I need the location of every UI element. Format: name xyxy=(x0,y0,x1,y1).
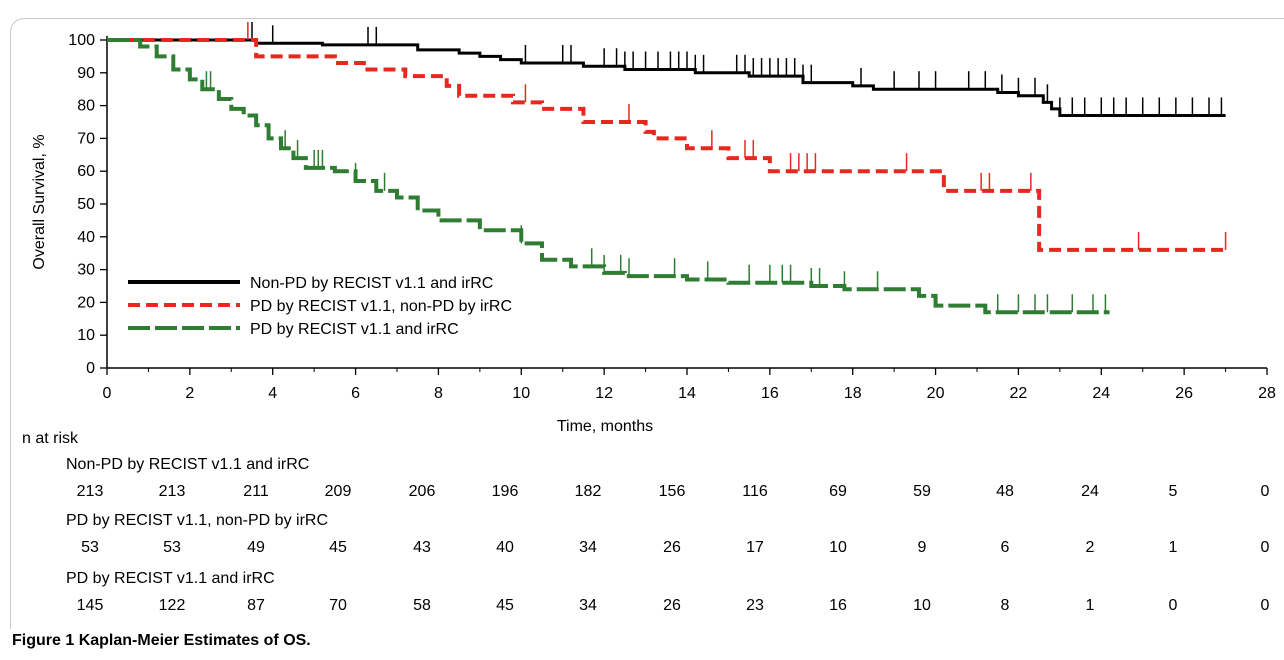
y-tick-label-80: 80 xyxy=(77,98,95,115)
y-tick-label-60: 60 xyxy=(77,163,95,180)
series-line-3 xyxy=(107,38,1110,315)
y-tick-label-30: 30 xyxy=(77,262,95,279)
y-tick-label-70: 70 xyxy=(77,130,95,147)
y-tick-label-100: 100 xyxy=(68,32,95,49)
caption-text: Kaplan-Meier Estimates of OS. xyxy=(78,632,311,649)
y-tick-label-10: 10 xyxy=(77,327,95,344)
y-tick-label-90: 90 xyxy=(77,65,95,82)
x-tick-label-10: 10 xyxy=(512,385,530,402)
x-tick-label-0: 0 xyxy=(103,385,112,402)
legend-label-2: PD by RECIST v1.1, non-PD by irRC xyxy=(250,298,512,315)
x-tick-label-4: 4 xyxy=(268,385,277,402)
x-tick-label-20: 20 xyxy=(927,385,945,402)
series-layer xyxy=(107,22,1227,315)
x-tick-label-2: 2 xyxy=(185,385,194,402)
y-tick-label-20: 20 xyxy=(77,294,95,311)
x-tick-label-22: 22 xyxy=(1010,385,1028,402)
series-3 xyxy=(107,38,1110,315)
y-tick-label-0: 0 xyxy=(86,360,95,377)
x-tick-label-12: 12 xyxy=(595,385,613,402)
legend-label-3: PD by RECIST v1.1 and irRC xyxy=(250,321,459,338)
series-line-1 xyxy=(107,38,1226,117)
figure-border xyxy=(10,18,1284,629)
series-2 xyxy=(107,22,1227,252)
series-1 xyxy=(107,22,1226,117)
x-tick-label-18: 18 xyxy=(844,385,862,402)
y-tick-label-40: 40 xyxy=(77,229,95,246)
x-tick-label-16: 16 xyxy=(761,385,779,402)
figure-caption: Figure 1 Kaplan-Meier Estimates of OS. xyxy=(12,632,311,650)
caption-label: Figure 1 xyxy=(12,632,75,649)
x-tick-label-24: 24 xyxy=(1092,385,1110,402)
x-tick-label-14: 14 xyxy=(678,385,696,402)
y-tick-label-50: 50 xyxy=(77,196,95,213)
x-tick-label-28: 28 xyxy=(1258,385,1276,402)
y-axis-label: Overall Survival, % xyxy=(31,134,48,269)
legend: Non-PD by RECIST v1.1 and irRC PD by RECI… xyxy=(128,275,512,338)
x-tick-label-8: 8 xyxy=(434,385,443,402)
legend-label-1: Non-PD by RECIST v1.1 and irRC xyxy=(250,275,493,292)
x-axis-label: Time, months xyxy=(557,418,653,435)
x-tick-label-6: 6 xyxy=(351,385,360,402)
series-line-2 xyxy=(107,38,1226,252)
x-tick-label-26: 26 xyxy=(1175,385,1193,402)
